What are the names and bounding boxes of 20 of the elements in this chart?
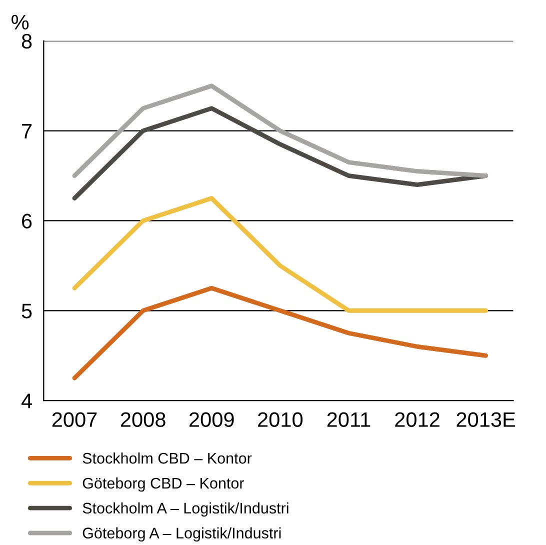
y-tick-label: 6 (22, 214, 32, 228)
y-tick-label: 5 (22, 304, 32, 318)
x-tick-label: 2012 (395, 412, 440, 427)
legend-label: Göteborg A – Logistik/Industri (82, 527, 281, 542)
y-tick-label: 4 (21, 394, 32, 408)
x-tick-label: 2008 (120, 412, 166, 427)
line-series (72, 84, 488, 178)
y-axis-title: % (12, 14, 29, 30)
x-tick-label: 2011 (327, 412, 370, 427)
legend-label: Stockholm A – Logistik/Industri (82, 502, 288, 517)
y-tick-label: 7 (22, 124, 32, 138)
y-tick-label: 8 (22, 34, 32, 49)
x-tick-label: 2009 (190, 412, 234, 427)
line-series (72, 286, 488, 380)
legend-label: Göteborg CBD – Kontor (82, 477, 244, 492)
line-series (72, 196, 488, 313)
legend-label: Stockholm CBD – Kontor (82, 452, 252, 464)
x-tick-label: 2013E (456, 412, 516, 427)
x-tick-label: 2010 (258, 412, 303, 427)
x-tick-label: 2007 (52, 412, 97, 427)
